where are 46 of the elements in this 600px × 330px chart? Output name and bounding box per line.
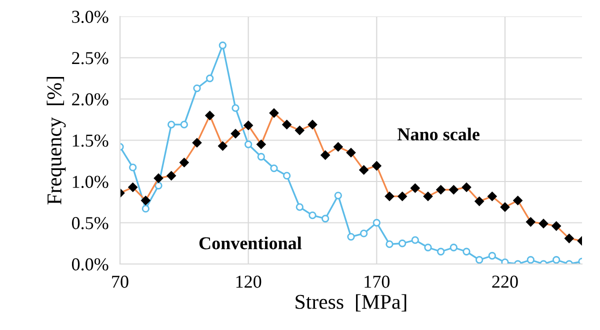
point <box>283 172 291 180</box>
point <box>386 240 394 248</box>
point <box>476 256 484 264</box>
point <box>193 84 201 92</box>
point <box>296 203 304 211</box>
point <box>398 240 406 248</box>
y-tick-label: 2.0% <box>72 93 108 106</box>
point <box>411 236 419 244</box>
point <box>218 42 226 50</box>
x-axis-title: Stress [MPa] <box>296 294 406 312</box>
point <box>462 248 470 256</box>
point <box>154 182 162 190</box>
point <box>142 204 150 213</box>
point <box>322 214 330 222</box>
y-axis-title: Frequency [%] <box>46 77 66 204</box>
y-tick-label: 0.5% <box>72 217 108 230</box>
point <box>360 230 368 238</box>
series-label: Nano scale <box>398 128 480 140</box>
point <box>206 74 214 82</box>
point <box>232 104 240 112</box>
point <box>347 232 355 241</box>
x-tick-label: 120 <box>236 276 262 288</box>
point <box>270 164 278 172</box>
point <box>168 120 176 128</box>
point <box>424 244 432 252</box>
point <box>488 252 496 260</box>
point <box>372 218 380 227</box>
point <box>129 164 137 172</box>
point <box>180 120 188 128</box>
x-tick-label: 220 <box>492 276 518 288</box>
point <box>308 212 316 220</box>
x-tick-label: 170 <box>364 276 390 288</box>
x-tick-label: 70 <box>112 276 128 288</box>
y-tick-label: 2.5% <box>72 52 108 64</box>
y-tick-label: 1.0% <box>72 176 108 188</box>
point <box>450 244 458 252</box>
point <box>257 152 265 161</box>
y-tick-label: 3.0% <box>72 10 108 24</box>
point <box>334 192 342 200</box>
point <box>552 256 560 264</box>
y-tick-label: 1.5% <box>72 134 108 147</box>
point <box>244 140 252 148</box>
point <box>526 256 534 264</box>
series-label: Conventional <box>199 236 302 250</box>
point <box>437 248 445 256</box>
y-tick-label: 0.0% <box>72 258 108 271</box>
